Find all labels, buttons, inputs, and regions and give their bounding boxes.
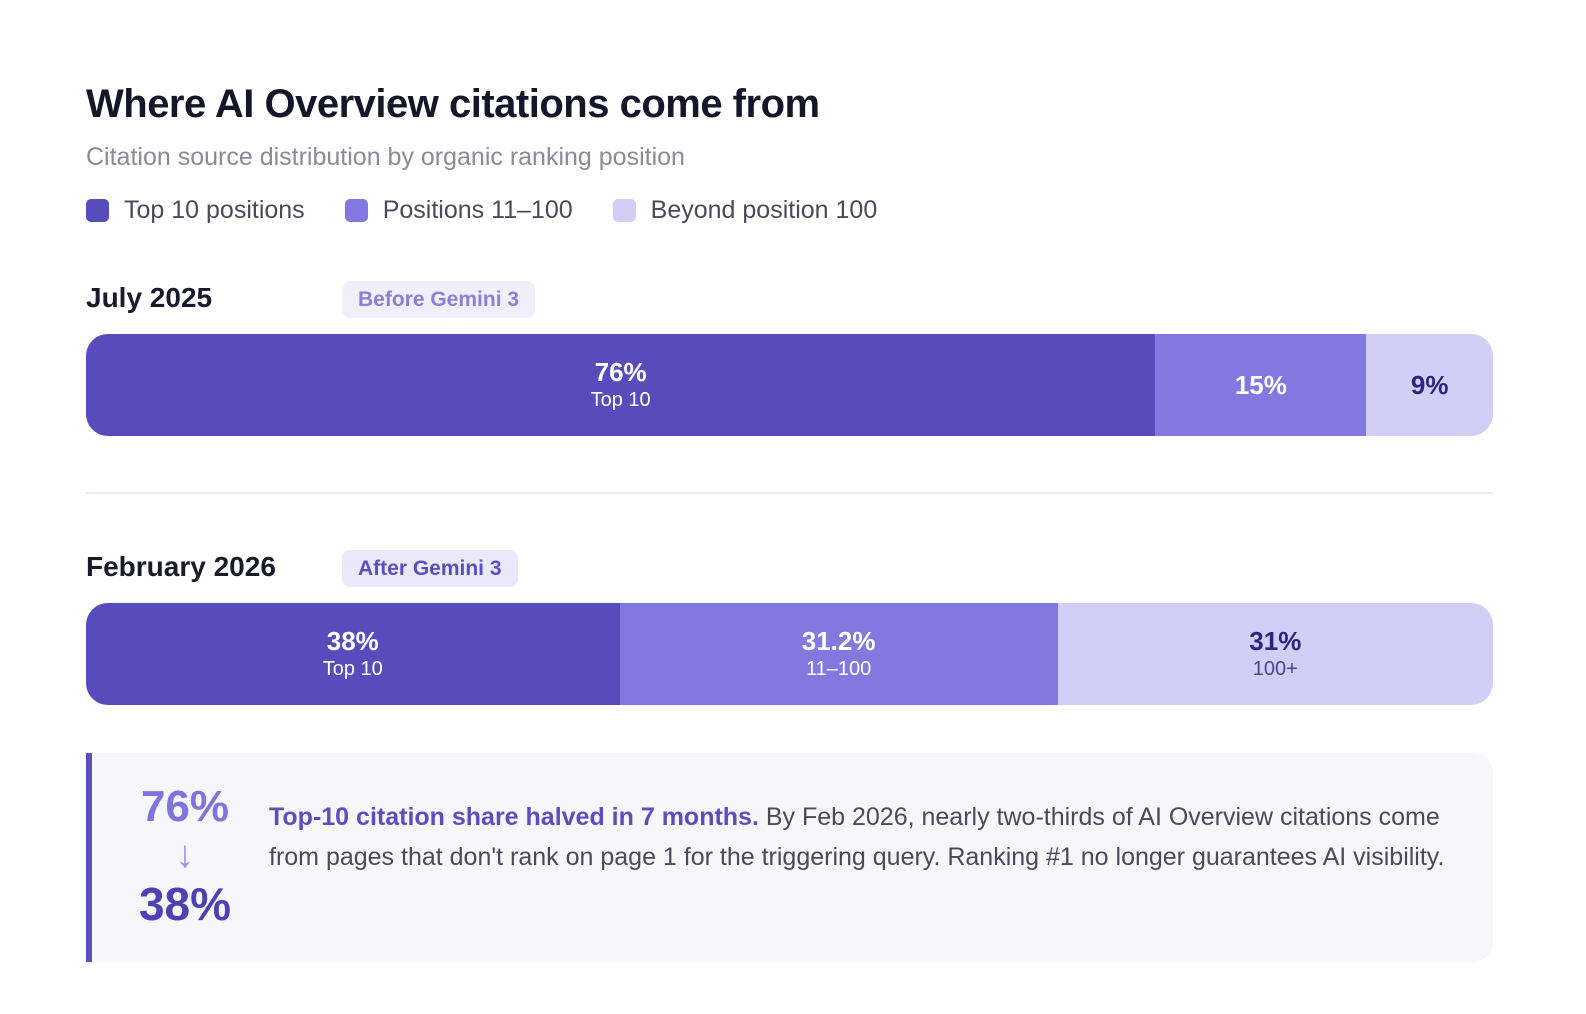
data-label-value: 76% (594, 357, 647, 387)
data-label-value: 9% (1410, 370, 1449, 400)
data-label-value: 38% (326, 626, 379, 656)
bar-segment-top10: 76% Top 10 (86, 334, 1156, 436)
legend-swatch-top10 (86, 199, 109, 222)
stacked-bar-july-2025: 76% Top 10 15% 9% (86, 334, 1493, 436)
callout-text: Top-10 citation share halved in 7 months… (269, 797, 1469, 877)
data-label-sub: 11–100 (805, 658, 872, 680)
legend-swatch-beyond (612, 199, 636, 222)
legend-swatch-mid (344, 199, 368, 222)
data-label-value: 31.2% (801, 626, 876, 656)
data-label-value: 15% (1234, 370, 1287, 400)
period-label-july-2025: July 2025 (86, 282, 213, 313)
legend-label-mid: Positions 11–100 (382, 196, 573, 224)
chart-title: Where AI Overview citations come from (86, 82, 820, 126)
legend-item-beyond: Beyond position 100 (612, 196, 878, 225)
data-label-sub: Top 10 (590, 389, 651, 411)
callout-body: By Feb 2026, nearly two-thirds of AI Ove… (269, 803, 1445, 871)
period-label-february-2026: February 2026 (86, 551, 276, 582)
bar-segment-top10: 38% Top 10 (86, 603, 620, 705)
badge-before-gemini: Before Gemini 3 (342, 281, 536, 318)
insight-callout: 76% ↓ 38% Top-10 citation share halved i… (86, 753, 1493, 962)
bar-segment-mid: 31.2% 11–100 (619, 603, 1058, 705)
legend-item-top10: Top 10 positions (86, 196, 305, 225)
legend: Top 10 positions Positions 11–100 Beyond… (86, 196, 917, 225)
bar-segment-mid: 15% (1155, 334, 1367, 436)
legend-label-beyond: Beyond position 100 (650, 196, 878, 224)
callout-headline: Top-10 citation share halved in 7 months… (269, 803, 759, 831)
data-label-value: 31% (1249, 626, 1302, 656)
divider (86, 492, 1493, 494)
badge-after-gemini: After Gemini 3 (342, 550, 518, 587)
arrow-down-icon: ↓ (175, 834, 195, 876)
chart-subtitle: Citation source distribution by organic … (86, 143, 685, 171)
bar-segment-beyond: 9% (1366, 334, 1493, 436)
stat-after: 38% (138, 878, 232, 930)
legend-label-top10: Top 10 positions (124, 196, 305, 224)
data-label-sub: 100+ (1252, 658, 1298, 680)
stacked-bar-february-2026: 38% Top 10 31.2% 11–100 31% 100+ (86, 603, 1493, 705)
stat-comparison: 76% ↓ 38% (130, 781, 240, 931)
stat-before: 76% (140, 782, 230, 831)
bar-segment-beyond: 31% 100+ (1057, 603, 1493, 705)
legend-item-mid: Positions 11–100 (344, 196, 573, 225)
data-label-sub: Top 10 (322, 658, 383, 680)
